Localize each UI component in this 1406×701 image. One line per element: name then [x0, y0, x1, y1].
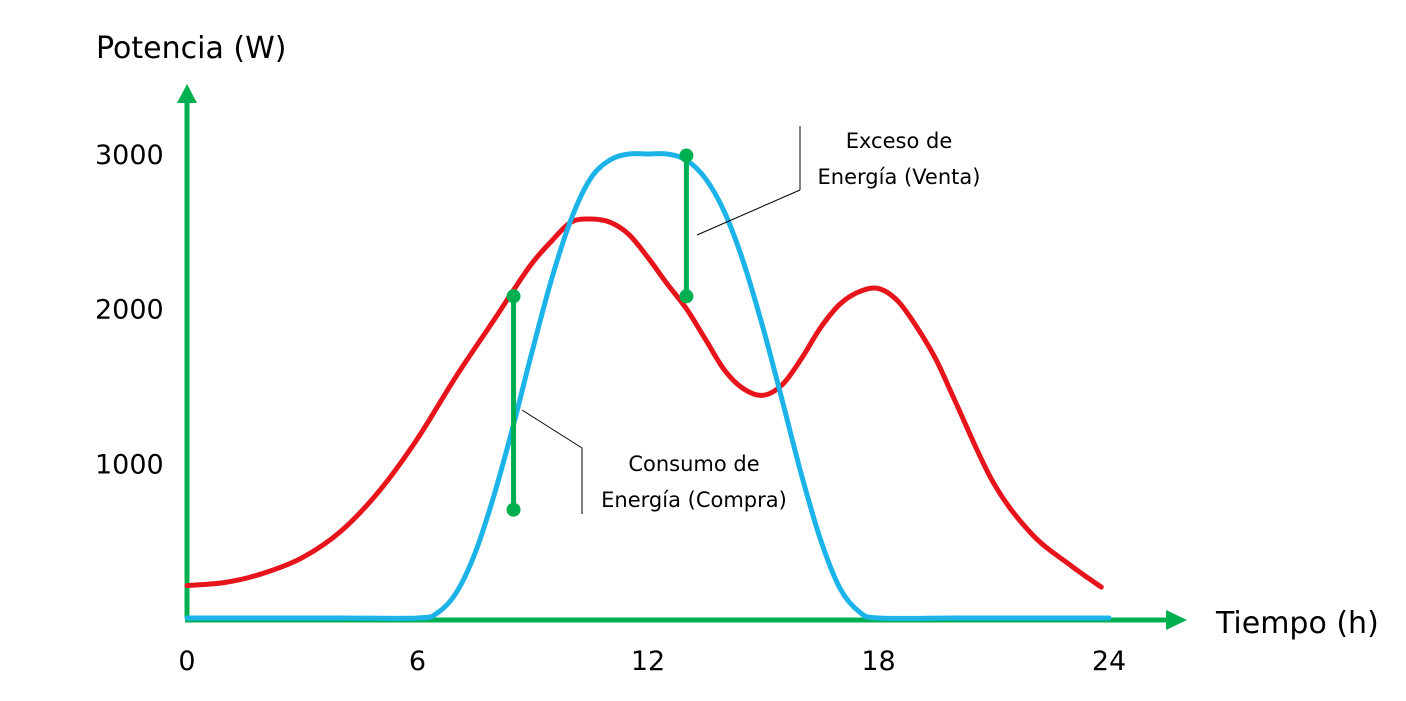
annotations: Exceso de Energía (Venta) Consumo de Energí…: [506, 126, 981, 517]
annotation-text: Energía (Venta): [818, 165, 981, 189]
x-tick-label: 12: [631, 646, 665, 677]
x-tick-label: 6: [409, 646, 426, 677]
x-tick-label: 24: [1092, 646, 1126, 677]
annotation-text: Consumo de: [628, 452, 759, 476]
x-axis-arrow-icon: [1166, 610, 1187, 630]
y-axis-label: Potencia (W): [96, 31, 286, 66]
data-point: [506, 289, 521, 304]
x-axis-label: Tiempo (h): [1215, 606, 1379, 641]
data-point: [679, 289, 694, 304]
annotation-leader: [521, 409, 583, 449]
y-axis-arrow-icon: [177, 84, 197, 103]
series: [184, 151, 1112, 621]
annotation-leader: [696, 189, 801, 236]
y-tick-label: 3000: [95, 140, 164, 171]
y-tick-label: 1000: [95, 449, 164, 480]
data-point: [679, 148, 694, 163]
x-tick-label: 18: [861, 646, 895, 677]
annotation-text: Energía (Compra): [601, 488, 787, 512]
tick-labels: 0 6 12 18 24 1000 2000 3000: [95, 140, 1126, 677]
axes: [177, 84, 1187, 630]
generation-line: [184, 151, 1112, 621]
data-point: [506, 502, 521, 517]
x-tick-label: 0: [178, 646, 195, 677]
annotation-text: Exceso de: [846, 129, 953, 153]
consumption-line: [184, 216, 1104, 590]
y-tick-label: 2000: [95, 295, 164, 326]
